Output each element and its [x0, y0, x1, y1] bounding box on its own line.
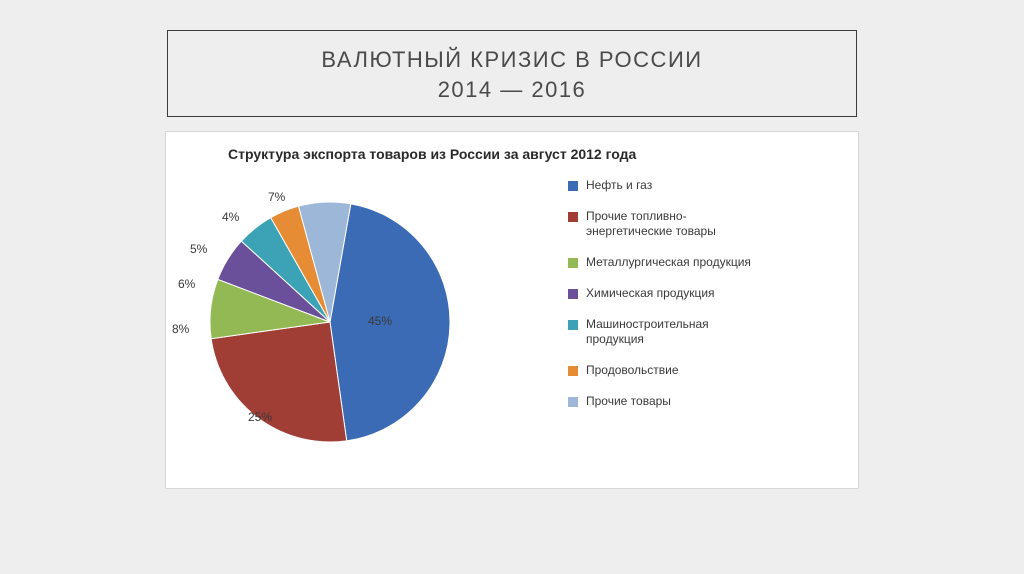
legend-swatch — [568, 181, 578, 191]
legend-swatch — [568, 258, 578, 268]
legend-swatch — [568, 320, 578, 330]
title-box: ВАЛЮТНЫЙ КРИЗИС В РОССИИ 2014 — 2016 — [167, 30, 857, 117]
legend-label: Прочие топливно-энергетические товары — [586, 209, 766, 239]
pie-percent-label: 5% — [190, 242, 207, 256]
legend-label: Прочие товары — [586, 394, 671, 409]
legend-item: Металлургическая продукция — [568, 255, 766, 270]
pie-container: 45%25%8%6%5%4%7% — [180, 172, 480, 472]
pie-percent-label: 4% — [222, 210, 239, 224]
pie-percent-label: 45% — [368, 314, 392, 328]
legend-swatch — [568, 366, 578, 376]
pie-percent-label: 25% — [248, 410, 272, 424]
legend-item: Прочие топливно-энергетические товары — [568, 209, 766, 239]
pie-percent-label: 7% — [268, 190, 285, 204]
chart-title: Структура экспорта товаров из России за … — [228, 146, 844, 162]
legend-label: Металлургическая продукция — [586, 255, 751, 270]
legend: Нефть и газ Прочие топливно-энергетически… — [568, 172, 766, 425]
legend-item: Нефть и газ — [568, 178, 766, 193]
legend-label: Продовольствие — [586, 363, 679, 378]
pie-slice — [211, 322, 347, 442]
legend-swatch — [568, 397, 578, 407]
pie-percent-label: 6% — [178, 277, 195, 291]
legend-item: Машиностроительная продукция — [568, 317, 766, 347]
legend-item: Продовольствие — [568, 363, 766, 378]
legend-label: Нефть и газ — [586, 178, 652, 193]
title-line-1: ВАЛЮТНЫЙ КРИЗИС В РОССИИ — [188, 45, 836, 75]
legend-item: Прочие товары — [568, 394, 766, 409]
legend-swatch — [568, 289, 578, 299]
legend-label: Машиностроительная продукция — [586, 317, 766, 347]
pie-percent-label: 8% — [172, 322, 189, 336]
chart-panel: Структура экспорта товаров из России за … — [165, 131, 859, 489]
title-line-2: 2014 — 2016 — [188, 75, 836, 105]
legend-item: Химическая продукция — [568, 286, 766, 301]
legend-label: Химическая продукция — [586, 286, 715, 301]
legend-swatch — [568, 212, 578, 222]
